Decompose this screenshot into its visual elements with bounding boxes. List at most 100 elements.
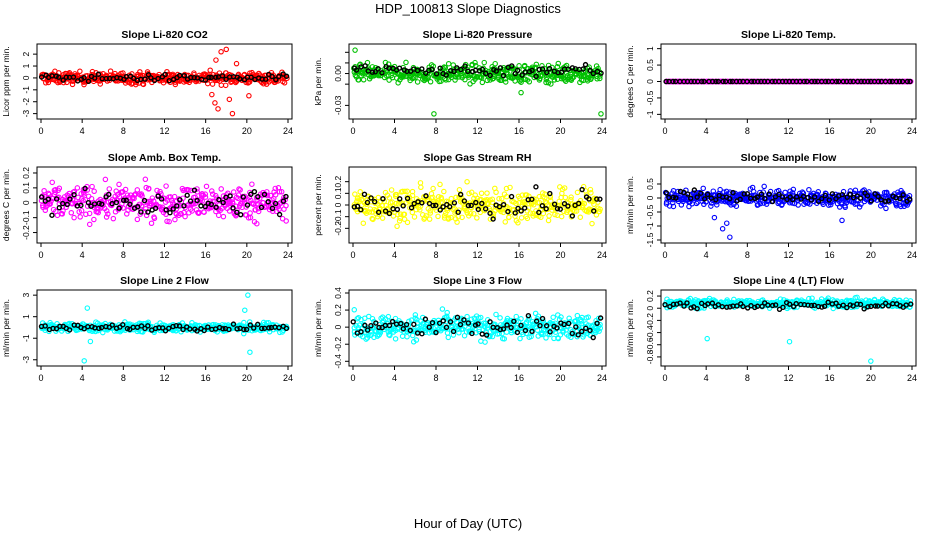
data-point: [509, 63, 515, 69]
data-point: [261, 191, 268, 198]
data-point: [557, 332, 564, 338]
data-point: [907, 196, 913, 202]
x-tick-label: 20: [242, 250, 252, 260]
data-point: [812, 78, 818, 85]
data-point: [149, 195, 156, 201]
data-point: [366, 209, 373, 215]
data-point: [171, 193, 178, 200]
data-point: [795, 202, 801, 208]
data-point: [209, 188, 215, 194]
data-point: [103, 214, 110, 220]
data-point: [95, 209, 102, 216]
data-point: [719, 226, 726, 232]
data-point: [358, 207, 364, 213]
data-point: [708, 203, 714, 209]
data-point: [426, 216, 433, 222]
data-point: [462, 76, 468, 83]
data-point: [263, 76, 269, 82]
data-point: [102, 176, 109, 183]
data-point: [904, 78, 911, 85]
data-point: [202, 191, 209, 197]
x-tick-label: 16: [514, 373, 524, 383]
data-point: [396, 218, 403, 224]
data-point: [401, 73, 407, 80]
data-point: [359, 196, 365, 203]
data-point: [893, 78, 900, 85]
data-point: [493, 68, 499, 74]
data-point: [546, 213, 552, 219]
data-point: [539, 202, 546, 209]
data-point: [787, 194, 793, 200]
data-point: [496, 204, 503, 210]
data-point: [206, 74, 212, 81]
data-point: [283, 202, 289, 209]
data-point: [529, 328, 535, 335]
data-point: [897, 195, 903, 202]
data-point: [247, 214, 254, 221]
data-point: [448, 195, 455, 202]
data-point: [212, 100, 218, 106]
data-point: [566, 320, 572, 327]
x-tick-label: 12: [159, 373, 169, 383]
data-point: [444, 309, 450, 316]
data-point: [103, 208, 110, 214]
panel-title: Slope Li-820 Pressure: [423, 29, 533, 41]
data-point: [533, 318, 540, 324]
data-point: [499, 195, 505, 202]
data-point: [569, 213, 576, 219]
data-point: [815, 198, 822, 204]
data-point: [244, 202, 251, 208]
data-point: [554, 64, 561, 70]
data-point: [245, 292, 251, 298]
data-point: [430, 202, 436, 209]
data-point: [479, 79, 486, 86]
panel-title: Slope Gas Stream RH: [424, 152, 532, 164]
data-point: [187, 198, 194, 204]
data-point: [546, 65, 553, 72]
data-point: [270, 208, 276, 215]
data-point: [47, 201, 53, 207]
data-point: [561, 321, 567, 328]
data-point: [246, 319, 253, 325]
data-point: [394, 206, 401, 213]
data-point: [713, 197, 719, 203]
data-point: [579, 186, 585, 193]
data-point: [469, 330, 475, 337]
x-tick-label: 24: [907, 126, 917, 136]
data-point: [213, 204, 219, 210]
data-point: [164, 197, 171, 203]
data-point: [496, 195, 502, 202]
data-point: [594, 196, 600, 202]
data-point: [418, 184, 424, 191]
data-point: [283, 73, 290, 79]
data-point: [580, 66, 586, 72]
y-tick-label: -0.2: [21, 225, 31, 240]
x-tick-label: 4: [392, 126, 397, 136]
data-point: [255, 321, 261, 328]
x-tick-label: 16: [201, 126, 211, 136]
data-point: [382, 208, 389, 214]
data-point: [454, 314, 461, 321]
data-point: [737, 78, 743, 85]
data-point: [758, 191, 765, 197]
data-point: [241, 196, 248, 203]
data-point: [497, 315, 503, 321]
x-tick-label: 0: [350, 373, 355, 383]
data-point: [202, 194, 209, 200]
data-point: [411, 321, 417, 328]
data-point: [199, 198, 205, 204]
data-point: [868, 198, 874, 204]
data-point: [284, 75, 290, 82]
data-point: [423, 193, 429, 199]
data-point: [455, 209, 461, 215]
x-tick-label: 0: [38, 373, 43, 383]
data-point: [433, 202, 439, 209]
data-point: [457, 321, 464, 328]
x-tick-label: 24: [283, 250, 293, 260]
data-point: [727, 234, 733, 240]
data-point: [184, 192, 190, 198]
data-point: [865, 78, 871, 85]
data-point: [375, 194, 382, 201]
data-point: [250, 200, 256, 207]
